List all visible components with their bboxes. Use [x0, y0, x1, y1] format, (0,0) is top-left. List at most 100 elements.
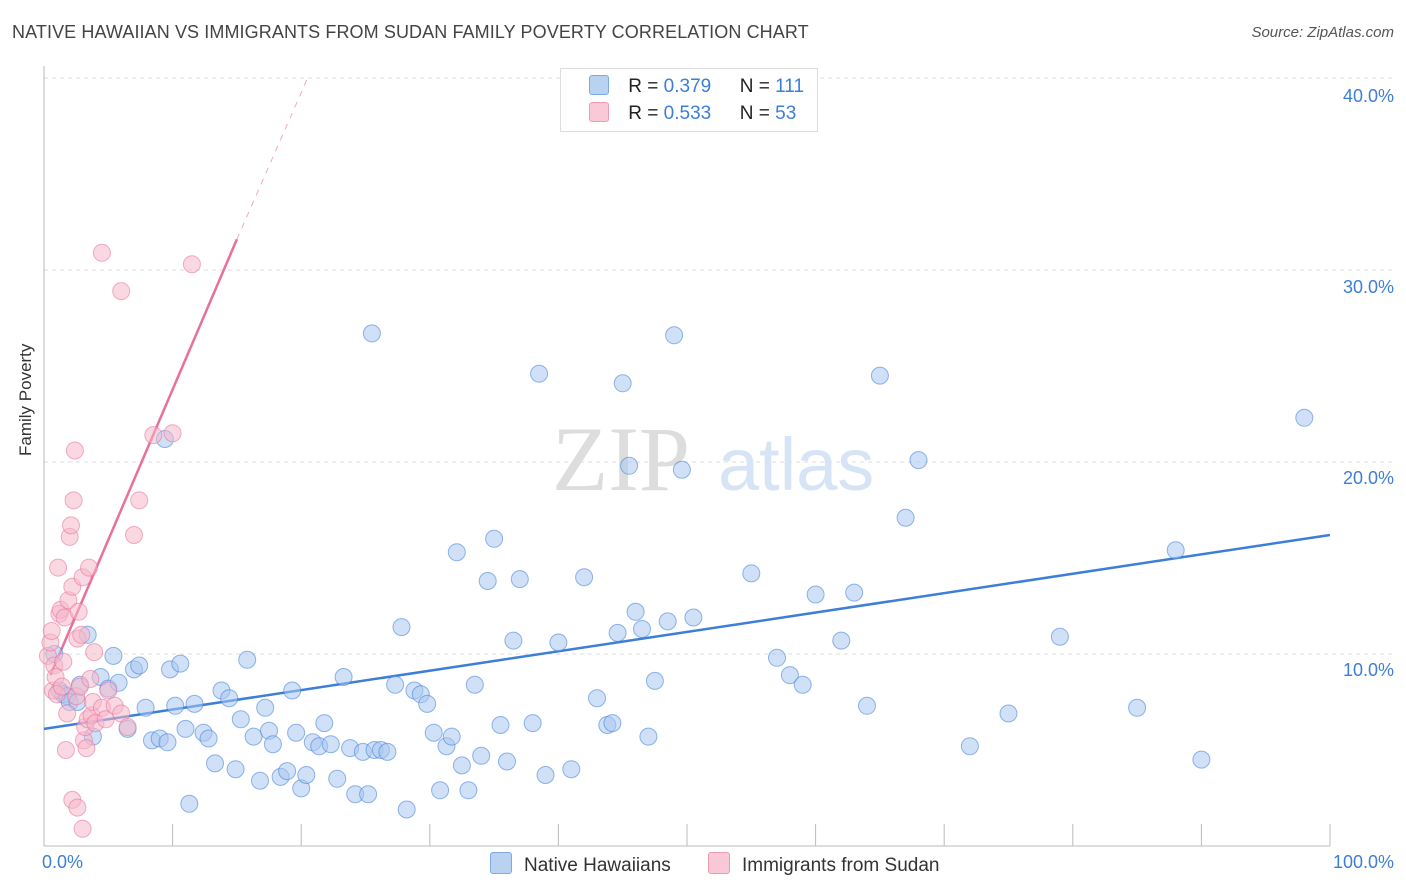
point-native-hawaiian — [780, 666, 799, 685]
point-native-hawaiian — [575, 568, 594, 587]
point-native-hawaiian — [960, 737, 979, 756]
y-tick-label-40: 40.0% — [1342, 86, 1394, 106]
watermark: ZIP atlas — [552, 408, 874, 510]
point-native-hawaiian — [858, 696, 876, 715]
point-sudan — [77, 739, 96, 758]
point-native-hawaiian — [238, 650, 257, 669]
legend-row-native-hawaiians: R = 0.379 N = 111 — [589, 75, 804, 99]
point-sudan — [163, 424, 182, 443]
point-native-hawaiian — [226, 760, 245, 779]
point-native-hawaiian — [328, 769, 347, 788]
point-sudan — [58, 704, 77, 723]
point-native-hawaiian — [397, 800, 416, 819]
point-native-hawaiian — [608, 623, 627, 642]
y-tick-label-30: 30.0% — [1342, 277, 1394, 297]
y-axis-label: Family Poverty — [16, 343, 35, 456]
point-native-hawaiian — [176, 719, 195, 738]
stats-legend: R = 0.379 N = 111 R = 0.533 N = 53 — [560, 68, 818, 132]
legend-swatch-pink — [589, 102, 609, 122]
point-sudan — [68, 798, 87, 817]
legend-r-label: R = — [628, 103, 664, 124]
point-sudan — [85, 643, 104, 662]
bottom-legend-swatch-pink — [708, 852, 730, 874]
point-native-hawaiian — [672, 460, 691, 479]
watermark-zip: ZIP — [552, 408, 690, 510]
point-native-hawaiian — [321, 735, 340, 754]
point-native-hawaiian — [231, 710, 250, 729]
point-native-hawaiian — [658, 612, 677, 631]
watermark-atlas: atlas — [718, 423, 874, 506]
point-sudan — [73, 819, 92, 838]
point-native-hawaiian — [452, 756, 471, 775]
bottom-legend-sudan: Immigrants from Sudan — [708, 852, 939, 877]
legend-n-value: 53 — [775, 103, 797, 124]
point-native-hawaiian — [378, 742, 397, 761]
point-native-hawaiian — [999, 704, 1018, 723]
point-native-hawaiian — [315, 714, 334, 733]
point-native-hawaiian — [256, 698, 275, 717]
point-native-hawaiian — [431, 781, 450, 800]
point-native-hawaiian — [1166, 541, 1185, 560]
point-native-hawaiian — [359, 785, 378, 804]
grid-lines — [44, 77, 1392, 655]
trend-extension-sudan — [236, 77, 309, 240]
legend-n-label: N = — [739, 76, 776, 97]
point-native-hawaiian — [1295, 408, 1314, 427]
point-native-hawaiian — [845, 583, 864, 602]
point-native-hawaiian — [418, 694, 437, 713]
point-native-hawaiian — [523, 714, 542, 733]
point-native-hawaiian — [562, 760, 581, 779]
x-tick-label-max: 100.0% — [1332, 852, 1394, 872]
point-native-hawaiian — [806, 585, 825, 604]
point-native-hawaiian — [199, 729, 218, 748]
point-sudan — [118, 718, 137, 736]
point-native-hawaiian — [498, 752, 516, 771]
point-native-hawaiian — [684, 608, 703, 627]
point-sudan — [54, 652, 73, 671]
point-native-hawaiian — [442, 727, 461, 746]
data-points — [38, 243, 1314, 838]
point-sudan — [92, 243, 111, 262]
point-native-hawaiian — [185, 694, 204, 713]
point-native-hawaiian — [424, 723, 443, 742]
point-native-hawaiian — [626, 602, 645, 621]
point-native-hawaiian — [613, 374, 632, 393]
point-sudan — [80, 558, 98, 577]
point-sudan — [49, 558, 68, 577]
point-native-hawaiian — [136, 698, 155, 717]
point-native-hawaiian — [645, 671, 664, 690]
bottom-legend-native-hawaiians: Native Hawaiians — [490, 852, 671, 877]
point-native-hawaiian — [793, 675, 812, 694]
point-native-hawaiian — [244, 727, 263, 746]
point-native-hawaiian — [1128, 698, 1147, 717]
point-sudan — [56, 741, 75, 759]
y-tick-label-20: 20.0% — [1342, 468, 1394, 488]
point-native-hawaiian — [180, 794, 199, 813]
point-native-hawaiian — [386, 675, 405, 694]
chart-title: NATIVE HAWAIIAN VS IMMIGRANTS FROM SUDAN… — [12, 22, 809, 42]
bottom-legend-label: Immigrants from Sudan — [742, 855, 940, 876]
x-tick-label-min: 0.0% — [42, 852, 84, 872]
point-native-hawaiian — [287, 723, 306, 742]
point-sudan — [53, 677, 71, 696]
point-sudan — [65, 441, 84, 460]
point-native-hawaiian — [491, 716, 510, 734]
point-sudan — [125, 526, 143, 544]
y-tick-label-10: 10.0% — [1342, 660, 1394, 680]
point-native-hawaiian — [909, 451, 928, 470]
point-sudan — [69, 602, 88, 621]
point-native-hawaiian — [1192, 750, 1211, 769]
legend-r-label: R = — [628, 76, 664, 97]
legend-n-value: 111 — [775, 76, 805, 97]
point-sudan — [81, 670, 100, 688]
point-native-hawaiian — [171, 654, 190, 673]
point-native-hawaiian — [362, 324, 381, 343]
bottom-legend-swatch-blue — [490, 852, 512, 874]
point-native-hawaiian — [278, 762, 297, 781]
source-label: Source: ZipAtlas.com — [1251, 24, 1394, 41]
point-native-hawaiian — [549, 633, 568, 652]
point-sudan — [144, 426, 163, 445]
point-native-hawaiian — [536, 766, 555, 784]
trend-line-native-hawaiians — [43, 533, 1331, 731]
